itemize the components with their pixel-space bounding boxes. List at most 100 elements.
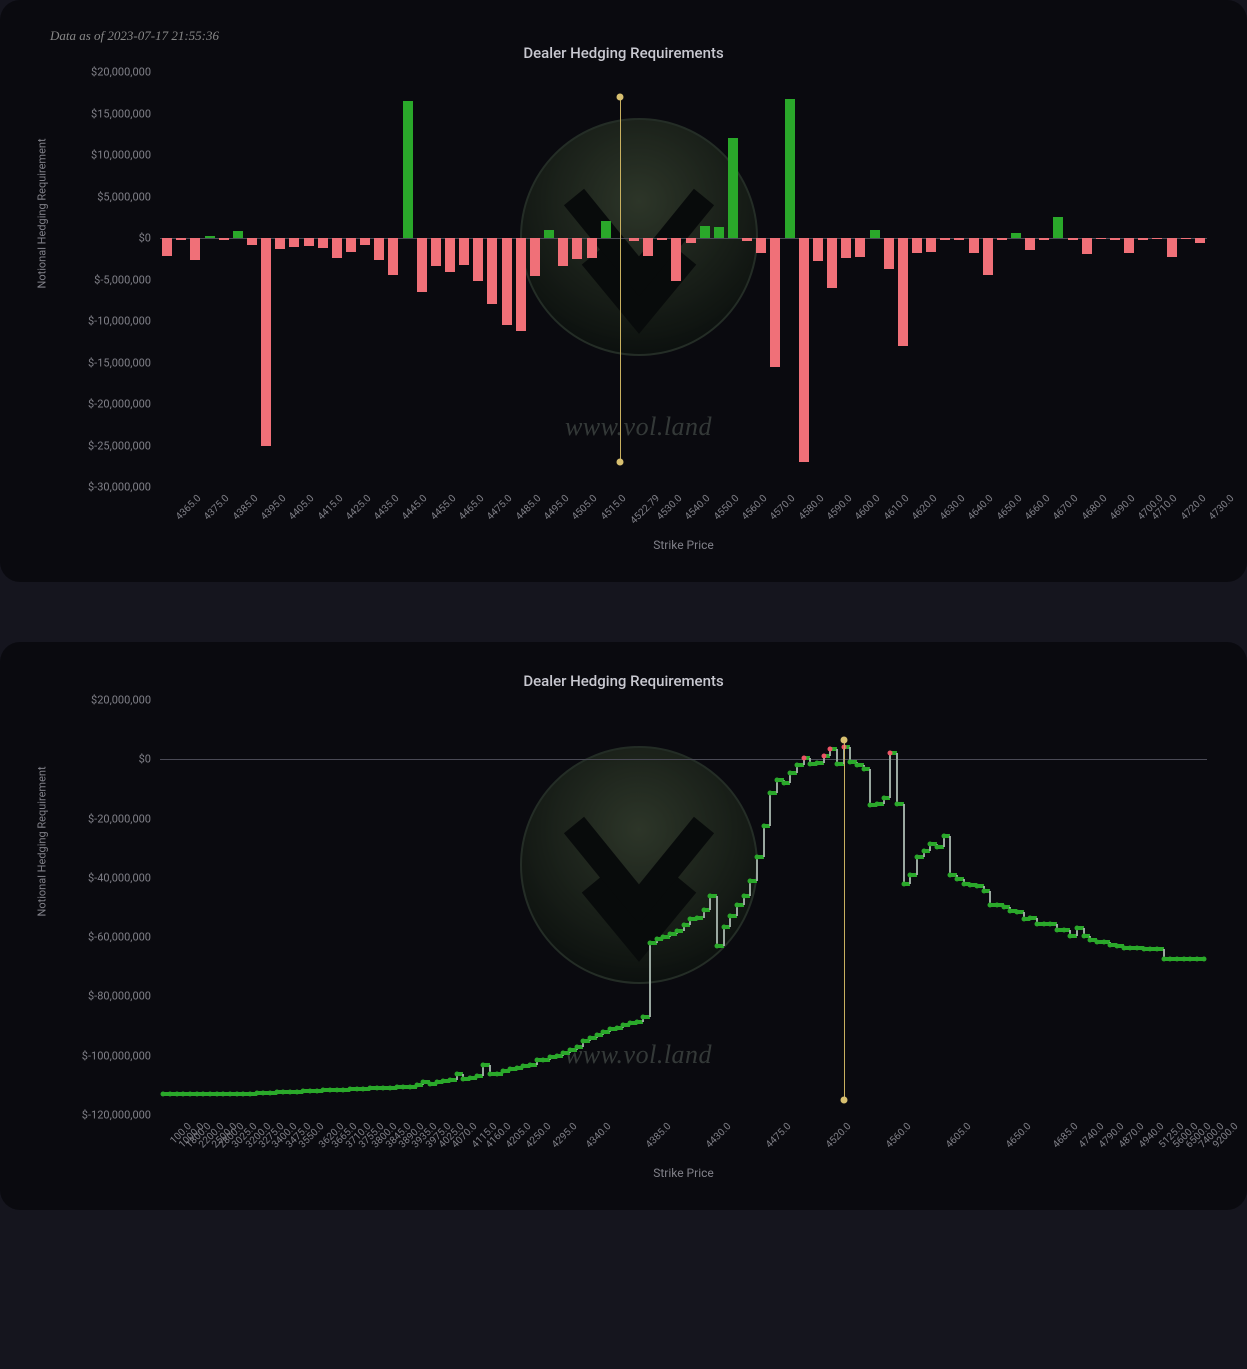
step-marker[interactable]: [421, 1080, 426, 1085]
step-marker[interactable]: [1108, 942, 1113, 947]
step-marker[interactable]: [408, 1084, 413, 1089]
step-marker[interactable]: [234, 1092, 239, 1097]
bar[interactable]: [247, 238, 257, 245]
step-marker[interactable]: [1128, 945, 1133, 950]
step-marker[interactable]: [188, 1092, 193, 1097]
step-marker[interactable]: [1068, 933, 1073, 938]
step-marker[interactable]: [901, 881, 906, 886]
step-marker[interactable]: [881, 795, 886, 800]
step-marker[interactable]: [401, 1085, 406, 1090]
step-marker[interactable]: [494, 1071, 499, 1076]
step-marker[interactable]: [641, 1015, 646, 1020]
step-marker[interactable]: [394, 1085, 399, 1090]
step-marker[interactable]: [361, 1086, 366, 1091]
chart2-plot[interactable]: [160, 700, 1207, 1115]
step-marker[interactable]: [241, 1091, 246, 1096]
bar[interactable]: [374, 238, 384, 260]
step-marker[interactable]: [688, 917, 693, 922]
bar[interactable]: [360, 238, 370, 245]
step-marker[interactable]: [774, 778, 779, 783]
step-marker[interactable]: [721, 924, 726, 929]
step-marker[interactable]: [388, 1085, 393, 1090]
bar[interactable]: [403, 101, 413, 238]
step-marker[interactable]: [448, 1078, 453, 1083]
step-marker[interactable]: [508, 1067, 513, 1072]
step-marker[interactable]: [214, 1092, 219, 1097]
step-marker[interactable]: [701, 908, 706, 913]
bar[interactable]: [459, 238, 469, 265]
bar[interactable]: [1096, 238, 1106, 239]
step-marker[interactable]: [194, 1092, 199, 1097]
step-marker[interactable]: [648, 941, 653, 946]
step-marker[interactable]: [248, 1091, 253, 1096]
step-marker[interactable]: [514, 1065, 519, 1070]
step-marker[interactable]: [734, 902, 739, 907]
step-marker[interactable]: [988, 902, 993, 907]
step-marker[interactable]: [748, 878, 753, 883]
step-marker[interactable]: [274, 1090, 279, 1095]
step-marker[interactable]: [548, 1055, 553, 1060]
step-marker[interactable]: [348, 1087, 353, 1092]
bar[interactable]: [841, 238, 851, 258]
step-marker[interactable]: [614, 1025, 619, 1030]
bar[interactable]: [983, 238, 993, 275]
step-marker[interactable]: [894, 801, 899, 806]
bar[interactable]: [1195, 238, 1205, 243]
bar[interactable]: [1068, 238, 1078, 240]
bar[interactable]: [219, 238, 229, 240]
step-marker[interactable]: [801, 755, 806, 760]
bar[interactable]: [700, 226, 710, 238]
step-marker[interactable]: [294, 1089, 299, 1094]
bar[interactable]: [1011, 233, 1021, 238]
bar[interactable]: [671, 238, 681, 281]
step-marker[interactable]: [288, 1089, 293, 1094]
step-marker[interactable]: [674, 929, 679, 934]
step-marker[interactable]: [954, 877, 959, 882]
step-marker[interactable]: [1061, 927, 1066, 932]
step-marker[interactable]: [1101, 939, 1106, 944]
step-marker[interactable]: [768, 791, 773, 796]
step-marker[interactable]: [654, 936, 659, 941]
step-marker[interactable]: [694, 915, 699, 920]
step-marker[interactable]: [488, 1071, 493, 1076]
bar[interactable]: [1039, 238, 1049, 240]
bar[interactable]: [1110, 238, 1120, 240]
step-marker[interactable]: [1168, 957, 1173, 962]
bar[interactable]: [346, 238, 356, 252]
step-marker[interactable]: [1014, 909, 1019, 914]
bar[interactable]: [516, 238, 526, 331]
step-marker[interactable]: [741, 893, 746, 898]
step-marker[interactable]: [628, 1021, 633, 1026]
bar[interactable]: [969, 238, 979, 253]
bar[interactable]: [954, 238, 964, 240]
step-marker[interactable]: [428, 1081, 433, 1086]
step-marker[interactable]: [368, 1086, 373, 1091]
step-marker[interactable]: [608, 1027, 613, 1032]
bar[interactable]: [813, 238, 823, 261]
bar[interactable]: [940, 238, 950, 240]
step-marker[interactable]: [261, 1091, 266, 1096]
step-marker[interactable]: [668, 932, 673, 937]
step-marker[interactable]: [221, 1092, 226, 1097]
bar[interactable]: [544, 230, 554, 238]
bar[interactable]: [1082, 238, 1092, 254]
bar[interactable]: [686, 238, 696, 243]
step-marker[interactable]: [968, 883, 973, 888]
step-marker[interactable]: [568, 1047, 573, 1052]
step-marker[interactable]: [1121, 945, 1126, 950]
step-marker[interactable]: [541, 1058, 546, 1063]
step-marker[interactable]: [474, 1074, 479, 1079]
step-marker[interactable]: [434, 1080, 439, 1085]
bar[interactable]: [190, 238, 200, 260]
step-marker[interactable]: [554, 1053, 559, 1058]
step-marker[interactable]: [1174, 957, 1179, 962]
step-marker[interactable]: [1161, 957, 1166, 962]
step-marker[interactable]: [174, 1092, 179, 1097]
step-marker[interactable]: [861, 767, 866, 772]
bar[interactable]: [1124, 238, 1134, 253]
step-marker[interactable]: [501, 1068, 506, 1073]
step-marker[interactable]: [354, 1086, 359, 1091]
step-marker[interactable]: [1054, 927, 1059, 932]
bar[interactable]: [898, 238, 908, 346]
step-marker[interactable]: [708, 893, 713, 898]
